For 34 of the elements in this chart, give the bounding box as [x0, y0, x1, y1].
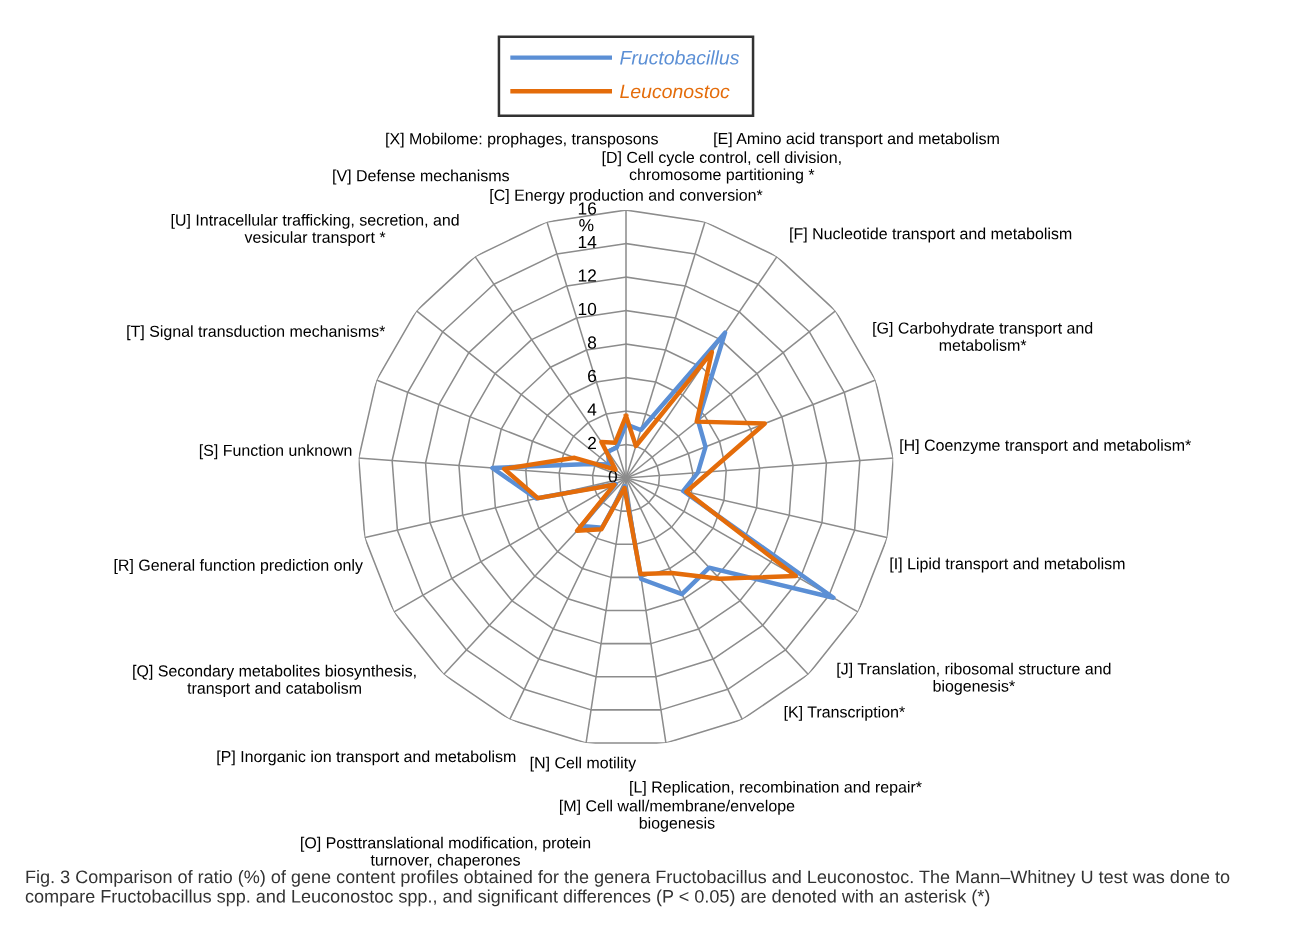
spoke-label: [T] Signal transduction mechanisms* [127, 325, 386, 341]
spoke-label: [U] Intracellular trafficking, secretion, and vesicular transport * [171, 213, 459, 247]
spoke-label: [L] Replication, recombination and repair* [630, 780, 922, 796]
spoke-label: [R] General function prediction only [114, 559, 363, 574]
spoke-label: [Q] Secondary metabolites biosynthesis, transport and catabolism [133, 664, 416, 697]
text: % [579, 219, 594, 232]
spoke-label: [J] Translation, ribosomal structure and biogenesis* [837, 662, 1111, 695]
spoke-label: [V] Defense mechanisms [333, 169, 509, 185]
y-tick-label: 8 [587, 336, 597, 349]
text: Leuconostoc [620, 84, 730, 99]
spoke-label: [I] Lipid transport and metabolism [890, 557, 1125, 573]
caption: Fig. 3 Comparison of ratio (%) of gene content profiles obtained for the genera Fructobacillus and Leuconostoc. The Mann–Whitney U test was done to compare Fructobacillus spp. and Leuconostoc spp., and significant differences (P < 0.05) are denoted with an asterisk (*) [25, 870, 1230, 907]
y-tick-label: 4 [587, 403, 597, 416]
spoke-label: [D] Cell cycle control, cell division, chromosome partitioning * [602, 151, 841, 184]
spoke-label: [H] Coenzyme transport and metabolism* [900, 439, 1192, 455]
y-tick-label: 0 [608, 470, 617, 483]
text: Fructobacillus [620, 50, 740, 65]
y-tick-label: 2 [588, 436, 596, 449]
spoke-label: [F] Nucleotide transport and metabolism [790, 227, 1072, 243]
spoke-label: [O] Posttranslational modification, protein turnover, chaperones [301, 836, 591, 869]
spoke-label: [N] Cell motility [530, 756, 637, 772]
spoke-label: [X] Mobilome: prophages, transposons [386, 132, 658, 148]
y-tick-label: 6 [588, 369, 597, 383]
y-tick-label: 16 [578, 202, 597, 215]
y-tick-label: 14 [578, 236, 597, 248]
spoke-label: [M] Cell wall/membrane/envelope biogenesis [560, 799, 795, 832]
spoke-label: [G] Carbohydrate transport and metabolism* [873, 321, 1093, 351]
spoke-label: [S] Function unknown [199, 444, 352, 460]
spoke-label: [C] Energy production and conversion* [490, 189, 763, 204]
y-tick-label: 12 [578, 269, 596, 282]
y-tick-label: 10 [578, 302, 597, 316]
spoke-label: [K] Transcription* [784, 705, 905, 721]
spoke-label: [E] Amino acid transport and metabolism [714, 132, 999, 148]
spoke-label: [P] Inorganic ion transport and metabolism [217, 750, 516, 766]
